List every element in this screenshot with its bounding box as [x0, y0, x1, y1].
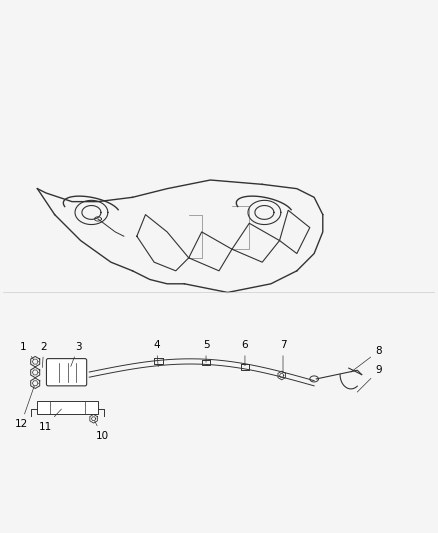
Text: 4: 4 — [153, 340, 159, 367]
Text: 5: 5 — [203, 340, 209, 362]
Text: 6: 6 — [242, 340, 248, 366]
Bar — [37, 401, 98, 414]
Text: 10: 10 — [95, 421, 109, 441]
Text: 9: 9 — [357, 365, 382, 392]
Text: 11: 11 — [39, 409, 61, 432]
Text: 8: 8 — [351, 346, 382, 372]
Text: 12: 12 — [14, 386, 34, 430]
Text: 1: 1 — [20, 342, 34, 359]
Text: 2: 2 — [41, 342, 47, 368]
FancyBboxPatch shape — [46, 359, 87, 386]
Text: 3: 3 — [71, 342, 82, 366]
Text: 7: 7 — [280, 340, 286, 373]
